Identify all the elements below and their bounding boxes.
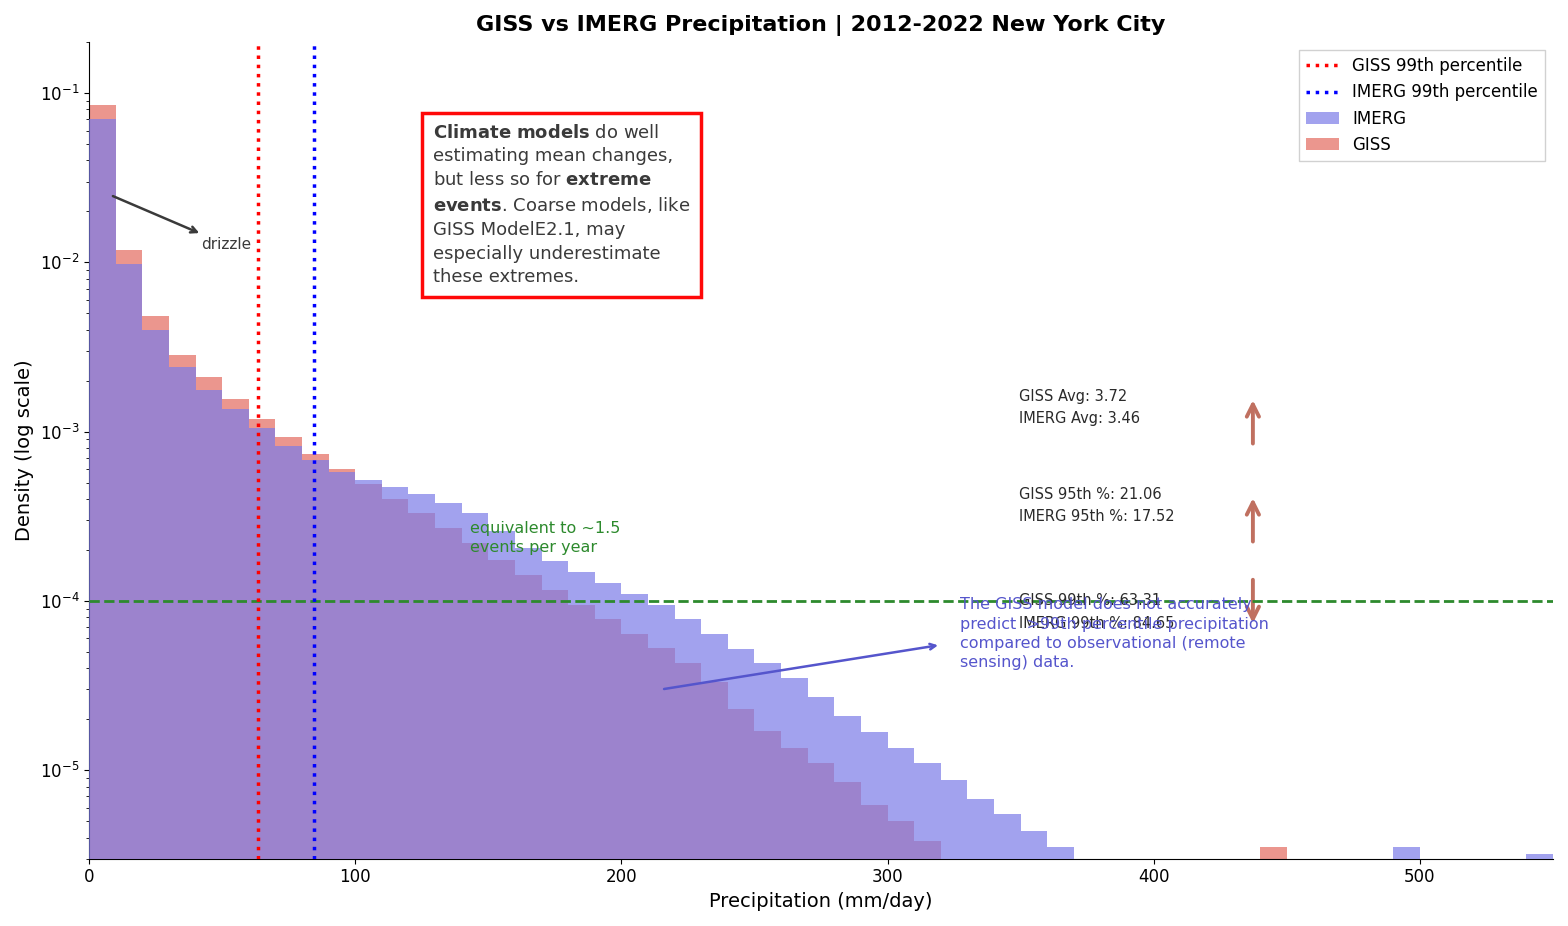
Bar xyxy=(143,317,169,926)
Bar xyxy=(434,503,461,926)
Bar xyxy=(568,572,594,926)
Bar xyxy=(941,864,967,926)
Bar xyxy=(169,355,196,926)
Bar xyxy=(1047,847,1074,926)
Y-axis label: Density (log scale): Density (log scale) xyxy=(16,359,34,541)
Bar xyxy=(701,633,728,926)
Bar xyxy=(887,821,914,926)
Bar xyxy=(568,605,594,926)
Bar xyxy=(1021,831,1047,926)
Bar xyxy=(887,748,914,926)
Bar xyxy=(303,460,329,926)
Bar xyxy=(169,368,196,926)
Bar xyxy=(541,590,568,926)
Bar xyxy=(329,469,356,926)
Bar xyxy=(514,548,541,926)
Bar xyxy=(754,663,781,926)
Bar xyxy=(276,437,303,926)
Bar xyxy=(648,647,674,926)
Bar xyxy=(648,605,674,926)
Bar xyxy=(1526,854,1552,926)
Bar xyxy=(914,842,941,926)
Text: equivalent to ~1.5
events per year: equivalent to ~1.5 events per year xyxy=(470,520,619,556)
Bar xyxy=(994,814,1021,926)
Bar xyxy=(196,377,223,926)
Bar xyxy=(329,471,356,926)
Bar xyxy=(541,561,568,926)
Bar xyxy=(383,499,408,926)
Bar xyxy=(223,409,249,926)
Bar xyxy=(356,484,383,926)
Bar xyxy=(728,709,754,926)
Bar xyxy=(1101,882,1127,926)
Bar xyxy=(488,560,514,926)
Bar xyxy=(223,399,249,926)
Text: GISS 95th %: 21.06
IMERG 95th %: 17.52: GISS 95th %: 21.06 IMERG 95th %: 17.52 xyxy=(1019,487,1174,524)
Bar xyxy=(143,330,169,926)
Bar xyxy=(834,716,861,926)
Bar xyxy=(861,806,887,926)
Bar xyxy=(408,513,434,926)
Bar xyxy=(621,633,648,926)
Text: GISS Avg: 3.72
IMERG Avg: 3.46: GISS Avg: 3.72 IMERG Avg: 3.46 xyxy=(1019,389,1140,426)
Bar xyxy=(116,264,143,926)
Legend: GISS 99th percentile, IMERG 99th percentile, IMERG, GISS: GISS 99th percentile, IMERG 99th percent… xyxy=(1298,50,1544,161)
Bar xyxy=(1154,915,1181,926)
Bar xyxy=(594,619,621,926)
Bar xyxy=(1261,847,1287,926)
Bar xyxy=(1394,847,1421,926)
Bar xyxy=(434,528,461,926)
Bar xyxy=(356,480,383,926)
Bar xyxy=(116,250,143,926)
Bar xyxy=(967,798,994,926)
Bar xyxy=(461,543,488,926)
Bar xyxy=(941,780,967,926)
Text: drizzle: drizzle xyxy=(113,196,251,252)
Bar xyxy=(701,682,728,926)
X-axis label: Precipitation (mm/day): Precipitation (mm/day) xyxy=(709,892,933,911)
Bar xyxy=(89,119,116,926)
Bar xyxy=(196,391,223,926)
Bar xyxy=(383,487,408,926)
Bar xyxy=(728,649,754,926)
Bar xyxy=(408,494,434,926)
Bar xyxy=(89,105,116,926)
Bar xyxy=(781,678,808,926)
Text: The GISS model does not accurately
predict  >99th percentile precipitation
compa: The GISS model does not accurately predi… xyxy=(960,597,1269,670)
Bar xyxy=(303,454,329,926)
Bar xyxy=(1074,864,1101,926)
Bar xyxy=(594,582,621,926)
Text: GISS 99th %: 63.31
IMERG 99th %: 84.65: GISS 99th %: 63.31 IMERG 99th %: 84.65 xyxy=(1019,594,1174,631)
Title: GISS vs IMERG Precipitation | 2012-2022 New York City: GISS vs IMERG Precipitation | 2012-2022 … xyxy=(477,15,1165,36)
Bar xyxy=(754,732,781,926)
Text: $\bf{Climate\ models}$ do well
estimating mean changes,
but less so for $\bf{ext: $\bf{Climate\ models}$ do well estimatin… xyxy=(433,124,690,286)
Bar xyxy=(249,419,276,926)
Bar xyxy=(249,428,276,926)
Bar xyxy=(674,663,701,926)
Bar xyxy=(276,446,303,926)
Bar xyxy=(781,748,808,926)
Bar xyxy=(461,513,488,926)
Bar xyxy=(914,763,941,926)
Bar xyxy=(808,697,834,926)
Bar xyxy=(808,763,834,926)
Bar xyxy=(674,619,701,926)
Bar xyxy=(488,531,514,926)
Bar xyxy=(621,594,648,926)
Bar xyxy=(861,732,887,926)
Bar xyxy=(514,575,541,926)
Bar xyxy=(1127,896,1154,926)
Bar xyxy=(834,782,861,926)
